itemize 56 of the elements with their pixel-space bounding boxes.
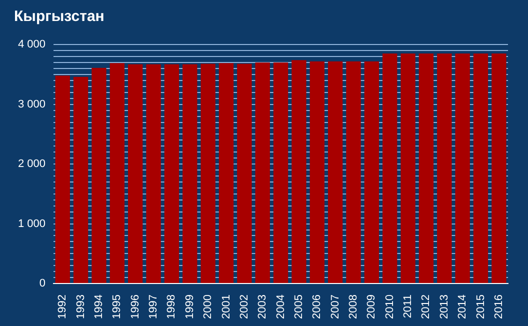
bar	[473, 54, 488, 284]
bar	[418, 54, 434, 284]
bar	[400, 54, 416, 284]
bar	[364, 61, 379, 284]
x-tick-label: 2008	[348, 294, 360, 320]
x-tick-label: 2007	[329, 294, 342, 320]
x-tick-label: 2001	[220, 294, 232, 320]
bar	[255, 62, 270, 284]
bar	[73, 76, 88, 284]
x-tick-label: 2012	[420, 294, 432, 320]
x-tick-label: 2014	[456, 294, 469, 320]
y-tick-label: 0	[39, 278, 46, 290]
y-tick-label: 3 000	[18, 98, 46, 110]
bar	[328, 61, 343, 284]
x-tick-label: 2013	[438, 294, 450, 320]
x-tick-label: 2005	[292, 294, 305, 320]
bar	[310, 61, 324, 284]
bar	[55, 76, 70, 284]
x-tick-label: 1993	[74, 294, 87, 320]
x-tick-label: 2011	[402, 294, 414, 318]
x-tick-label: 2004	[274, 294, 287, 320]
x-tick-label: 2015	[474, 294, 487, 320]
bar	[182, 64, 198, 284]
x-tick-label: 2003	[256, 294, 269, 320]
bar	[382, 54, 398, 284]
bar	[200, 64, 216, 284]
bar	[128, 64, 143, 284]
x-tick-label: 1996	[129, 294, 142, 320]
x-tick-label: 2002	[238, 294, 250, 320]
x-tick-label: 2006	[311, 294, 324, 320]
bar	[273, 62, 288, 284]
bar	[237, 64, 252, 284]
x-tick-label: 1994	[93, 294, 106, 320]
x-tick-label: 2010	[384, 294, 396, 320]
x-tick-label: 2009	[366, 294, 378, 320]
bar	[492, 54, 506, 284]
bar	[92, 68, 106, 284]
bar	[146, 64, 161, 284]
x-tick-label: 2016	[492, 294, 505, 320]
y-tick-label: 1 000	[18, 218, 46, 230]
y-tick-label: 4 000	[18, 38, 46, 51]
bar	[110, 63, 124, 284]
bar	[437, 54, 452, 284]
x-tick-label: 2000	[202, 294, 214, 320]
x-tick-label: 1998	[166, 294, 178, 320]
bar	[346, 61, 361, 284]
x-tick-label: 1992	[56, 294, 69, 320]
x-tick-label: 1997	[148, 294, 160, 320]
bar	[164, 64, 180, 284]
bar	[455, 54, 470, 284]
bar	[218, 63, 234, 284]
chart-title: Кыргызстан	[14, 8, 104, 25]
x-tick-label: 1995	[111, 294, 124, 320]
y-tick-label: 2 000	[18, 158, 46, 170]
x-tick-label: 1999	[184, 294, 196, 320]
bar	[292, 60, 306, 284]
